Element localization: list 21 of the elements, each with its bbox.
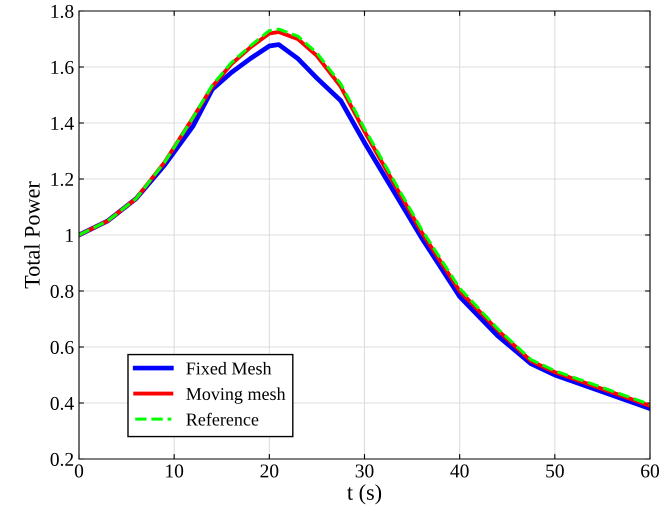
- y-tick-label: 0.2: [50, 452, 74, 466]
- legend-label: Fixed Mesh: [186, 362, 272, 375]
- x-tick-label: 30: [356, 464, 374, 478]
- x-tick-label: 10: [166, 464, 184, 478]
- y-tick-label: 1.2: [52, 172, 74, 186]
- x-tick-label: 0: [74, 464, 84, 478]
- x-tick-label: 40: [450, 464, 469, 478]
- y-tick-label: 1.6: [52, 60, 74, 74]
- y-tick-label: 1: [66, 228, 73, 242]
- x-tick-label: 60: [641, 464, 659, 478]
- y-axis-title: Total Power: [24, 181, 40, 288]
- y-tick-label: 0.4: [50, 396, 74, 410]
- x-tick-label: 50: [546, 464, 564, 478]
- legend-label: Moving mesh: [186, 387, 286, 404]
- y-tick-label: 1.8: [52, 4, 74, 18]
- legend-label: Reference: [186, 412, 258, 426]
- x-tick-label: 20: [260, 464, 278, 478]
- y-tick-label: 0.6: [50, 340, 74, 354]
- y-tick-label: 0.8: [50, 284, 74, 298]
- y-tick-label: 1.4: [52, 116, 74, 130]
- x-axis-title: t (s): [347, 484, 382, 504]
